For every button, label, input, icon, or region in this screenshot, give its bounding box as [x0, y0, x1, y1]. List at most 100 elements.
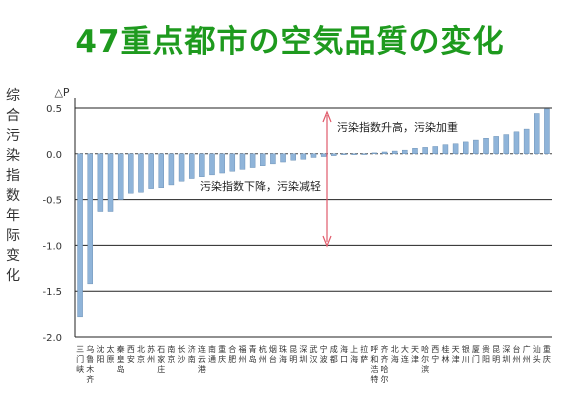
x-tick-label: 昆明 [492, 345, 500, 364]
bar [300, 153, 307, 160]
bar [148, 153, 154, 189]
x-tick-label: 成都 [330, 344, 338, 364]
bar [351, 153, 357, 155]
slide-title: 47重点都市の空気品質の変化 [75, 24, 505, 60]
x-tick-label: 西宁 [431, 345, 439, 364]
annotation-decrease: 污染指数下降，污染减轻 [200, 179, 321, 193]
x-tick-label: 宁波 [320, 344, 328, 364]
x-tick-label: 三门峡 [76, 345, 84, 374]
bar [77, 153, 83, 318]
bar [290, 153, 296, 161]
y-tick-label: -1.0 [42, 241, 62, 252]
x-tick-label: 拉萨 [360, 344, 368, 364]
x-tick-label: 台州 [512, 344, 520, 364]
bar [381, 151, 388, 155]
bar [87, 153, 93, 285]
x-tick-label: 深圳 [299, 345, 307, 364]
x-tick-label: 烟台 [269, 345, 277, 364]
x-tick-label: 海口 [340, 344, 348, 364]
x-tick-label: 厦门 [472, 345, 480, 364]
bar [523, 128, 530, 155]
x-tick-label: 西安 [127, 345, 135, 364]
bar [483, 138, 489, 154]
bar [229, 153, 236, 172]
bar [391, 150, 398, 155]
x-tick-label: 北京 [137, 345, 145, 364]
bar [178, 153, 185, 182]
bar [97, 153, 104, 212]
arrow-head-down [322, 235, 332, 248]
x-tick-label: 广州 [523, 344, 531, 364]
bar [412, 148, 418, 155]
x-tick-label: 汕头 [533, 344, 541, 364]
arrow-head-up [322, 110, 332, 123]
bar [371, 152, 378, 155]
y-tick-label: -0.5 [42, 196, 62, 207]
y-tick-label: 0.0 [46, 150, 62, 161]
bar [117, 153, 124, 200]
bar [422, 147, 428, 154]
x-tick-label: 哈尔滨 [421, 344, 429, 374]
x-tick-label: 乌鲁木齐 [86, 344, 94, 384]
bar [209, 153, 215, 176]
bar [513, 131, 520, 155]
bar [503, 134, 510, 154]
x-tick-label: 北海 [391, 345, 399, 364]
x-tick-label: 天津 [411, 345, 419, 364]
x-tick-label: 苏州 [147, 344, 155, 364]
bar [138, 153, 144, 193]
bar [168, 153, 175, 186]
x-tick-label: 南京 [167, 344, 175, 364]
bar [128, 153, 134, 194]
bar [473, 139, 479, 154]
x-tick-label: 太原 [107, 344, 115, 364]
x-tick-label: 重庆 [218, 344, 226, 364]
x-tick-label: 连云港 [198, 344, 206, 374]
x-tick-label: 沈阳 [96, 344, 104, 364]
x-tick-label: 福州 [238, 345, 246, 364]
bar [463, 141, 469, 154]
bar [432, 146, 439, 155]
bar [331, 153, 337, 156]
x-tick-label: 上海 [350, 345, 358, 364]
bar [188, 153, 195, 179]
x-tick-label: 南通 [208, 344, 216, 364]
bar [452, 143, 459, 155]
x-tick-label: 桂林 [441, 344, 449, 364]
x-tick-label: 重庆 [543, 344, 551, 364]
x-tick-label: 长沙 [178, 344, 186, 364]
x-tick-label: 齐齐哈尔 [381, 344, 389, 384]
x-tick-label: 青岛 [249, 344, 257, 364]
bar [544, 108, 550, 154]
bar [270, 153, 276, 165]
bar [239, 153, 246, 170]
bar [361, 153, 367, 155]
x-tick-label: 珠海 [279, 344, 287, 364]
x-tick-label: 呼和浩特 [370, 344, 378, 384]
bar [341, 153, 347, 155]
bar [260, 153, 266, 166]
x-tick-label: 昆明 [289, 345, 297, 364]
bar [199, 153, 205, 177]
annotation-increase: 污染指数升高，污染加重 [337, 120, 458, 134]
y-tick-label: -2.0 [42, 333, 62, 344]
bar [107, 153, 114, 212]
bar [534, 113, 540, 154]
bar [442, 144, 449, 154]
y-tick-label: 0.5 [46, 104, 62, 115]
bar [158, 153, 164, 188]
bar [320, 153, 327, 157]
x-tick-label: 深圳 [502, 345, 510, 364]
x-tick-label: 武汉 [310, 344, 318, 364]
x-tick-label: 杭州 [259, 344, 267, 364]
x-tick-label: 石家庄 [157, 345, 165, 374]
x-tick-label: 贵阳 [482, 344, 490, 364]
x-tick-label: 天津 [452, 345, 460, 364]
x-tick-label: 济南 [188, 344, 196, 364]
bar [249, 153, 256, 168]
bar [402, 149, 408, 154]
bar [493, 136, 499, 154]
x-tick-label: 大连 [401, 344, 409, 364]
